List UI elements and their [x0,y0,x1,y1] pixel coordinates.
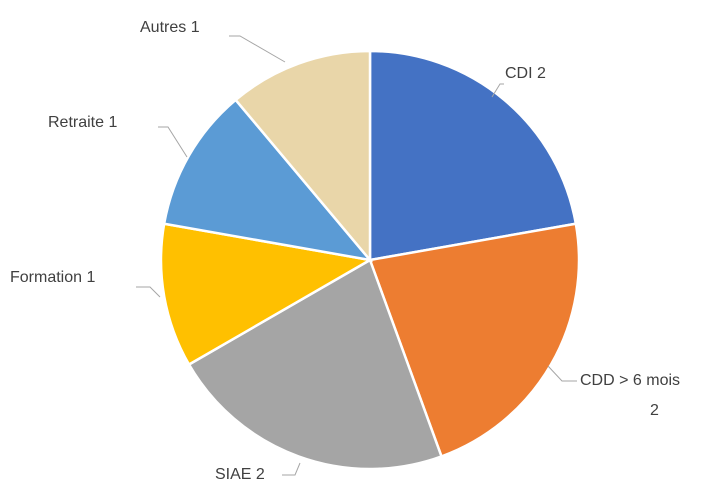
label-value: 2 [256,466,265,483]
pie-slice [187,258,444,471]
leader-line [158,126,188,158]
label-category: CDD > 6 mois [580,372,680,389]
pie [159,49,581,471]
data-label: CDI 2 [505,65,546,82]
leader-line [282,462,301,476]
label-value: 1 [86,269,95,286]
label-category: CDI [505,65,533,82]
data-label: Autres 1 [140,19,200,36]
pie-slice [233,49,372,264]
label-category: Retraite [48,114,104,131]
data-label: CDD > 6 mois [580,372,680,389]
leader-line [136,286,161,298]
data-label: SIAE 2 [215,466,265,483]
pie-slice [162,98,374,262]
pie-slice [368,49,578,262]
label-category: Formation [10,269,82,286]
leader-line [491,83,504,98]
label-value: 1 [191,19,200,36]
leader-line [229,35,286,63]
data-label: Formation 1 [10,269,95,286]
pie-slice [368,222,581,458]
leader-line [547,365,577,382]
data-label: Retraite 1 [48,114,117,131]
label-value: 1 [108,114,117,131]
data-label: 2 [650,402,659,419]
label-category: SIAE [215,466,251,483]
label-value: 2 [537,65,546,82]
label-value: 2 [650,402,659,419]
label-category: Autres [140,19,186,36]
pie-slice [159,222,374,367]
